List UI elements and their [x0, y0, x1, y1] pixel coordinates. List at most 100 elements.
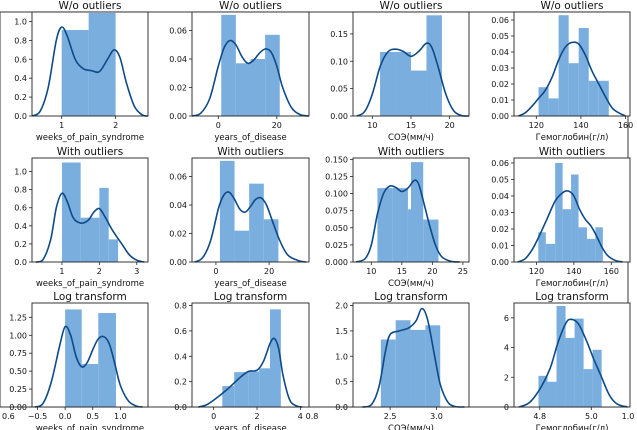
histogram-bar	[219, 160, 235, 262]
histogram-bar	[426, 15, 442, 116]
kde-line	[191, 39, 310, 117]
histogram-bar	[578, 28, 589, 116]
y-tick-label: 0.150	[325, 155, 348, 164]
axes-frame	[191, 302, 310, 408]
subplot-title: Log transform	[535, 291, 609, 303]
y-tick-label: 0.4	[174, 352, 187, 361]
axes-frame	[31, 11, 149, 117]
subplot-0-1: 0.00 0.02 0.04 0.06 0 20 W/o outliers years_of_…	[169, 0, 310, 143]
subplot-title: W/o outliers	[380, 0, 443, 12]
y-tick-label: 0.04	[169, 201, 187, 210]
x-tick-label: 2	[254, 412, 259, 421]
x-axis-label: Гемоглобин(г/л)	[536, 133, 609, 143]
x-tick-label: 20	[445, 121, 455, 130]
y-tick-label: 6	[504, 314, 509, 323]
x-tick-label: 15	[397, 267, 407, 276]
x-tick-label: 140	[566, 267, 581, 276]
x-tick-label: 3.0	[430, 412, 443, 421]
subplot-title: With outliers	[539, 146, 605, 158]
subplot-title: W/o outliers	[219, 0, 282, 12]
y-tick-label: 0.00	[9, 403, 27, 412]
x-tick-label: 3	[134, 267, 139, 276]
y-tick-label: 0	[504, 403, 509, 412]
y-tick-label: 0.00	[169, 258, 187, 267]
histogram-bar	[538, 87, 549, 116]
x-tick-label: 0	[213, 267, 218, 276]
histogram-bar	[65, 309, 82, 407]
histogram-bar	[571, 174, 579, 262]
histogram-bar	[234, 230, 250, 262]
y-tick-label: 0.02	[491, 80, 509, 89]
y-tick-label: 1.0	[14, 17, 27, 26]
y-tick-label: 0.05	[491, 175, 509, 184]
histogram-bar	[222, 386, 235, 407]
x-tick-label: −0.5	[28, 412, 47, 421]
subplot-1-1: 0.00 0.02 0.04 0.06 0 20 With outliers years_of…	[169, 146, 310, 289]
histogram-bar	[578, 227, 587, 262]
y-tick-label: 0.2	[14, 240, 27, 249]
histogram-bar	[547, 381, 557, 407]
y-tick-label: 0.04	[491, 48, 509, 57]
x-tick-label: 160	[604, 267, 619, 276]
x-tick-label: 0.5	[86, 412, 99, 421]
histogram-bar	[411, 70, 427, 116]
x-tick-label: 10	[367, 121, 377, 130]
x-axis-label: СОЭ(мм/ч)	[388, 279, 434, 289]
y-tick-label: 0.2	[14, 93, 27, 102]
x-tick-label: 20	[272, 121, 282, 130]
x-tick-label: 1.0	[114, 412, 127, 421]
y-tick-label: 0.025	[325, 241, 348, 250]
x-tick-label: 20	[427, 267, 437, 276]
y-tick-label: 0.0	[335, 403, 348, 412]
subplot-1-0: 0.0 0.2 0.4 0.6 0.8 1.0 1 2 3 With outliers weeks_…	[14, 146, 149, 289]
y-tick-label: 0.05	[491, 32, 509, 41]
histogram-bar	[588, 80, 599, 116]
histogram-bar	[248, 371, 260, 407]
histogram-bar	[595, 227, 603, 262]
histogram-bar	[263, 219, 279, 262]
x-axis-label: СОЭ(мм/ч)	[388, 133, 434, 143]
y-tick-label: 0.02	[169, 84, 187, 93]
background-xtick-label: 0.8	[306, 412, 319, 421]
kde-line	[517, 190, 623, 263]
y-tick-label: 0.075	[325, 207, 348, 216]
subplot-title: W/o outliers	[541, 0, 604, 12]
histogram-bar	[265, 34, 280, 116]
y-tick-label: 1.0	[335, 352, 348, 361]
histogram-bar	[81, 363, 99, 407]
y-tick-label: 0.02	[169, 230, 187, 239]
x-tick-label: 5.0	[585, 412, 598, 421]
x-axis-label: Гемоглобин(г/л)	[536, 424, 609, 430]
histogram-bar	[380, 339, 396, 407]
y-tick-label: 0.6	[14, 55, 27, 64]
x-axis-label: weeks_of_pain_syndrome	[36, 424, 144, 430]
y-tick-label: 0.15	[330, 30, 348, 39]
x-axis-label: years_of_disease	[214, 279, 286, 289]
axes-frame	[513, 302, 631, 408]
y-tick-label: 0.0	[174, 403, 187, 412]
y-tick-label: 0.10	[330, 57, 348, 66]
histogram-bar	[586, 238, 596, 262]
subplot-title: With outliers	[57, 146, 123, 158]
x-axis-label: years_of_disease	[214, 424, 286, 430]
y-tick-label: 2.0	[335, 302, 348, 311]
axes-frame	[513, 157, 631, 263]
kde-line	[198, 337, 303, 408]
y-tick-label: 0.25	[9, 385, 27, 394]
x-tick-label: 10	[366, 267, 376, 276]
subplot-title: With outliers	[217, 146, 283, 158]
y-tick-label: 0.4	[14, 222, 27, 231]
y-tick-label: 0.050	[325, 224, 348, 233]
subplot-title: Log transform	[53, 291, 127, 303]
histogram-bar	[234, 372, 249, 407]
y-tick-label: 1.00	[9, 331, 27, 340]
kde-line	[355, 179, 460, 263]
histogram-bar	[423, 219, 439, 262]
histogram-bar	[259, 368, 270, 407]
subplot-0-0: 0.0 0.2 0.4 0.6 0.8 1.0 1 2 W/o outliers weeks_of…	[14, 0, 149, 143]
histogram-bar	[538, 375, 548, 407]
y-tick-label: 2	[504, 373, 509, 382]
y-tick-label: 0.06	[491, 16, 509, 25]
y-tick-label: 0.04	[169, 55, 187, 64]
